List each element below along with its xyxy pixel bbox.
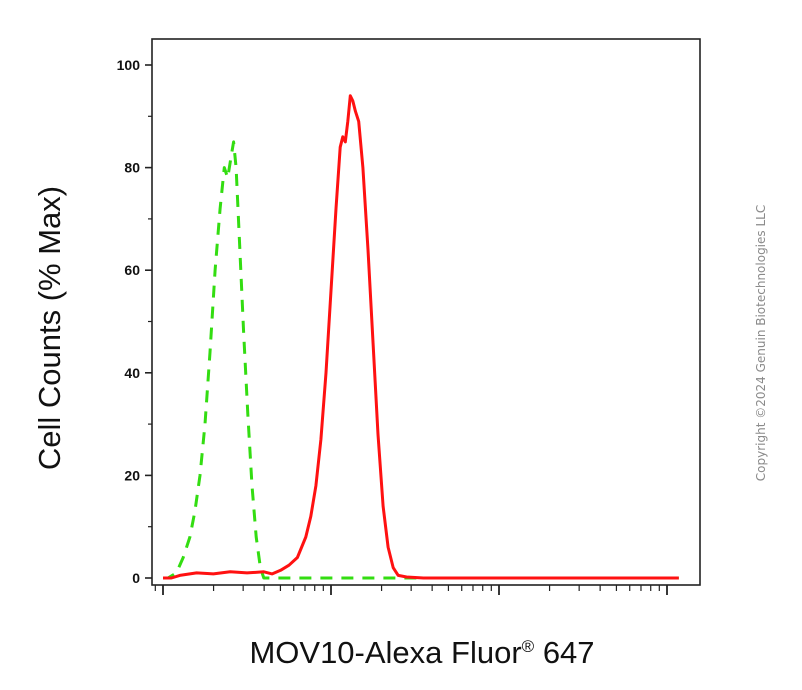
y-axis-title: Cell Counts (% Max): [32, 186, 67, 470]
y-tick-label: 100: [117, 57, 141, 73]
y-tick-label: 20: [124, 467, 140, 483]
axes-frame: [151, 38, 701, 586]
x-axis-title-suffix: 647: [534, 635, 594, 670]
y-tick-label: 80: [124, 160, 140, 176]
series-line-1: [163, 140, 679, 580]
series-layer: [163, 94, 679, 580]
x-axis-title: MOV10-Alexa Fluor® 647: [249, 635, 594, 670]
series-line-2: [163, 94, 679, 580]
y-tick-label: 0: [132, 570, 140, 586]
x-axis-title-main: MOV10-Alexa Fluor: [249, 635, 521, 670]
y-tick-label: 40: [124, 365, 140, 381]
plot-frame: [151, 38, 701, 586]
y-tick-label: 60: [124, 262, 140, 278]
registered-mark: ®: [522, 637, 535, 656]
copyright-watermark: Copyright ©2024 Genuin Biotechnologies L…: [754, 205, 768, 481]
axis-ticks: 0 20 40 60 80 100: [117, 57, 668, 595]
